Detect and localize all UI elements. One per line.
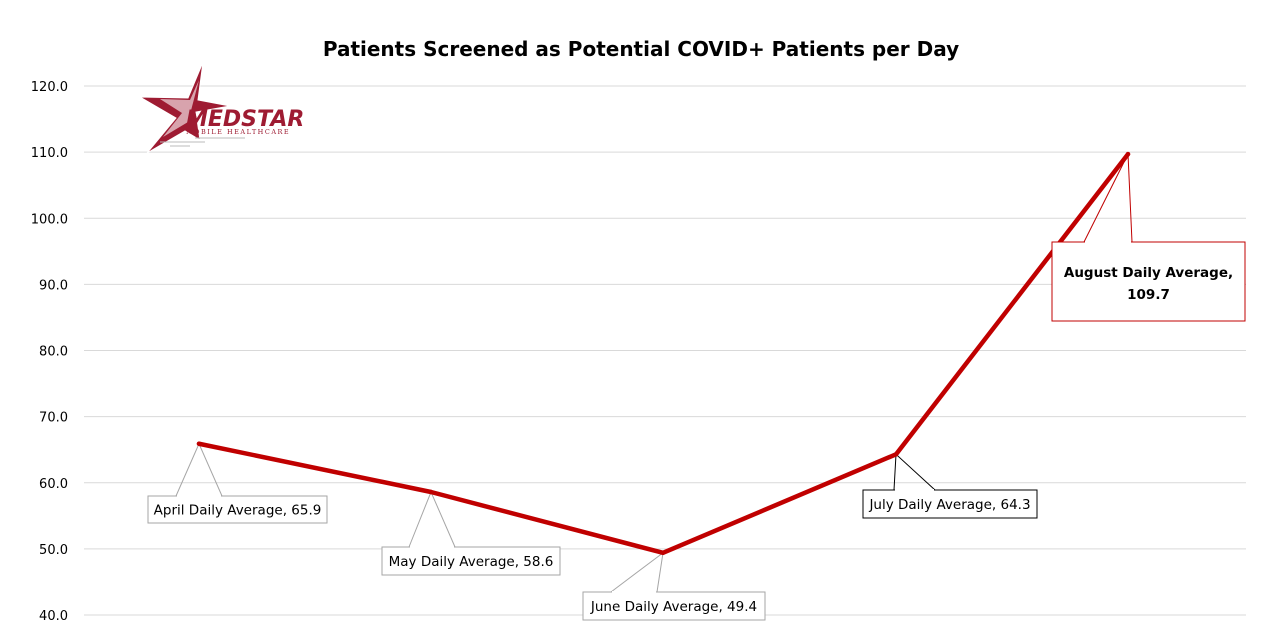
y-tick-label: 110.0 (31, 146, 68, 161)
logo-subtitle: MOBILE HEALTHCARE (186, 128, 290, 136)
callout-june: June Daily Average, 49.4 (582, 591, 766, 621)
data-points (196, 151, 1131, 556)
callout-leader (610, 551, 664, 593)
medstar-logo: MEDSTAR MOBILE HEALTHCARE (138, 61, 304, 154)
callout-box (381, 546, 561, 576)
y-tick-label: 100.0 (31, 212, 68, 227)
y-tick-label: 50.0 (39, 543, 68, 558)
data-point-april (196, 441, 202, 446)
callout-label: April Daily Average, 65.9 (154, 503, 322, 519)
data-point-june (660, 550, 666, 556)
callout-august: August Daily Average, 109.7 (1051, 241, 1246, 322)
callout-july: July Daily Average, 64.3 (862, 489, 1038, 519)
callout-leaders (175, 152, 1133, 593)
callout-may: May Daily Average, 58.6 (381, 546, 561, 576)
callout-leader (175, 442, 223, 497)
y-tick-label: 90.0 (39, 278, 68, 293)
y-tick-label: 40.0 (39, 609, 68, 624)
callout-label: August Daily Average, (1064, 265, 1233, 281)
callout-box (862, 489, 1038, 519)
callout-label: 109.7 (1127, 287, 1170, 303)
y-tick-label: 60.0 (39, 477, 68, 492)
data-point-august (1125, 151, 1131, 157)
callout-leader (408, 490, 456, 548)
data-point-july (893, 452, 899, 457)
callout-box (147, 495, 328, 524)
callout-label: May Daily Average, 58.6 (389, 554, 554, 570)
callout-label: June Daily Average, 49.4 (590, 599, 757, 615)
y-tick-label: 80.0 (39, 345, 68, 360)
y-axis-tick-labels: 40.0 50.0 60.0 70.0 80.0 90.0 100.0 110.0 120.0 (31, 80, 68, 624)
chart-title: Patients Screened as Potential COVID+ Pa… (323, 37, 959, 61)
gridlines (84, 85, 1246, 616)
callout-label: July Daily Average, 64.3 (868, 497, 1030, 513)
callout-april: April Daily Average, 65.9 (147, 495, 328, 524)
callout-leader (893, 453, 936, 491)
callout-box (582, 591, 766, 621)
logo-wordmark: MEDSTAR (186, 107, 304, 132)
data-point-may (428, 489, 434, 495)
y-tick-label: 70.0 (39, 411, 68, 426)
callout-box (1051, 241, 1246, 322)
y-tick-label: 120.0 (31, 80, 68, 95)
data-callouts: April Daily Average, 65.9 May Daily Avera… (147, 241, 1246, 621)
